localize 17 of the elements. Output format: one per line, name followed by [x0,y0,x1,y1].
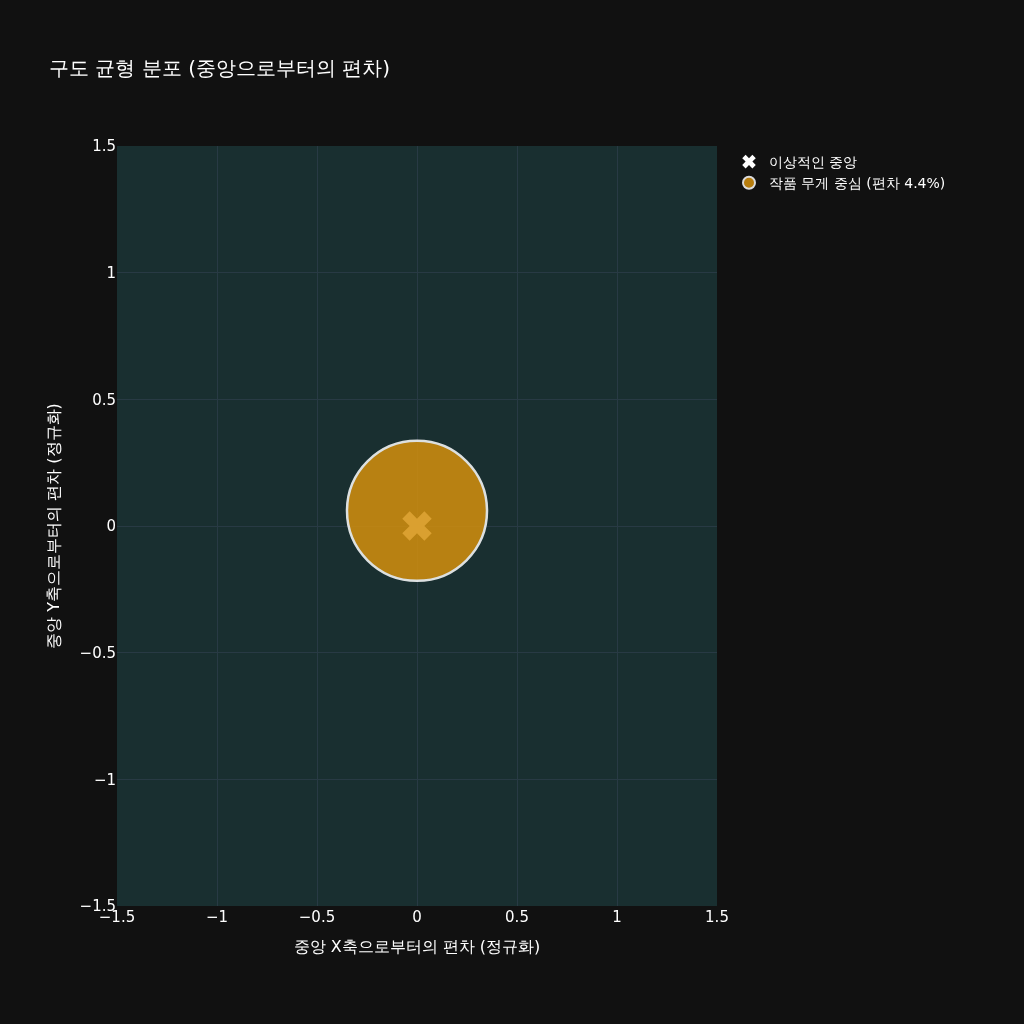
x-tick-label: 0 [412,908,422,926]
x-tick-label: 1.5 [705,908,729,926]
legend-label: 작품 무게 중심 (편차 4.4%) [769,175,946,192]
y-tick-label: 1 [106,263,116,282]
y-tick-label: 0.5 [92,390,116,409]
legend-label: 이상적인 중앙 [769,154,858,171]
y-tick-label: −1 [93,770,116,789]
x-axis-title: 중앙 X축으로부터의 편차 (정규화) [293,936,541,956]
y-tick-label: 0 [106,517,116,536]
y-tick-label: 1.5 [92,137,116,156]
y-tick-label: −0.5 [79,643,116,662]
x-tick-label: −1 [205,908,229,926]
x-tick-label: 0.5 [505,908,529,926]
y-axis-title: 중앙 Y축으로부터의 편차 (정규화) [44,403,64,649]
chart-title: 구도 균형 분포 (중앙으로부터의 편차) [49,56,391,81]
x-tick-label: −0.5 [298,908,336,926]
x-tick-label: 1 [612,908,622,926]
